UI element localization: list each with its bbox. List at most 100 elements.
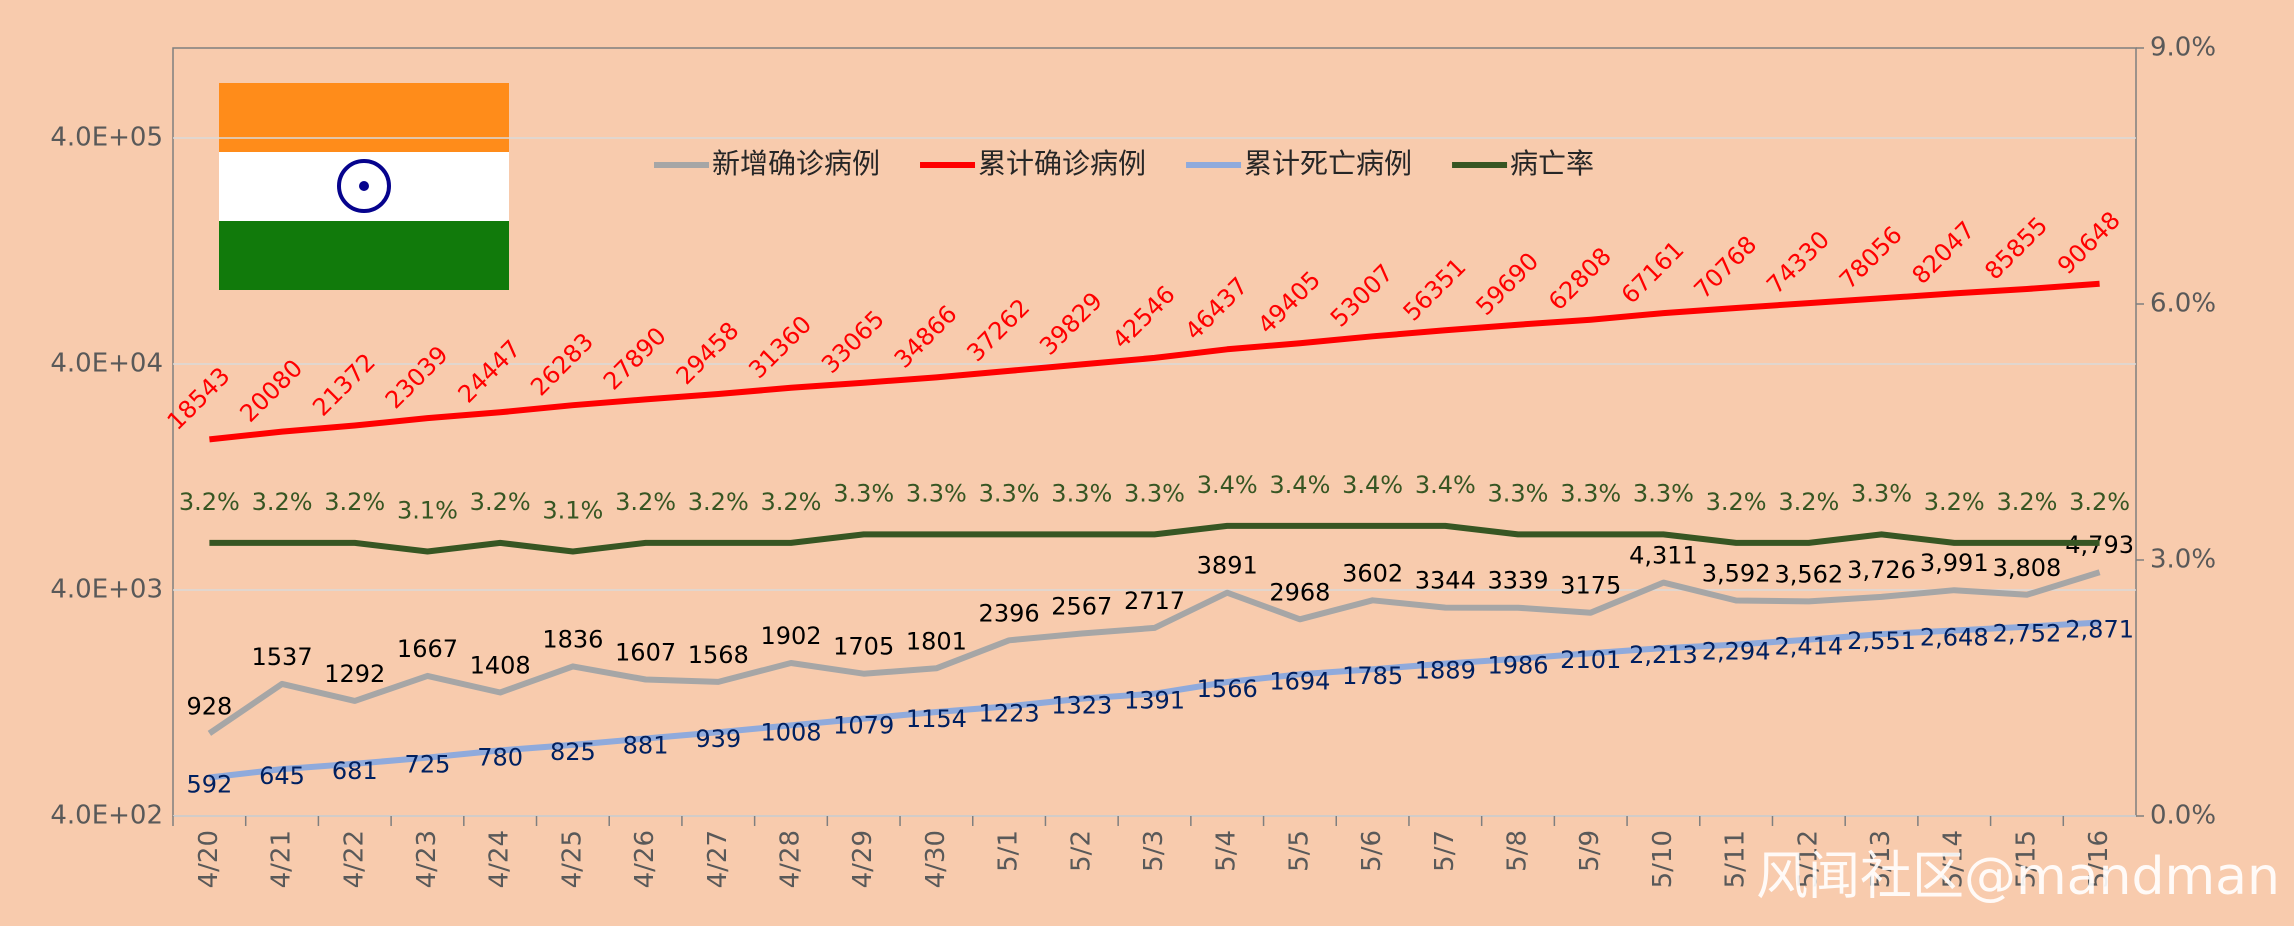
data-label: 1008 (760, 718, 821, 746)
data-label: 1667 (397, 635, 458, 663)
data-label: 3,808 (1993, 554, 2062, 582)
data-label: 3.2% (252, 488, 313, 516)
data-label: 3.3% (1633, 479, 1694, 507)
data-label: 3.1% (397, 496, 458, 524)
data-label: 3.2% (1706, 488, 1767, 516)
x-tick-label: 4/21 (267, 830, 297, 888)
data-label: 3175 (1560, 572, 1621, 600)
data-label: 3.2% (324, 488, 385, 516)
data-label: 2,414 (1774, 633, 1843, 661)
data-label: 3.3% (1051, 479, 1112, 507)
data-label: 2717 (1124, 587, 1185, 615)
data-label: 1801 (906, 627, 967, 655)
data-label: 1785 (1342, 662, 1403, 690)
x-tick-label: 5/13 (1866, 830, 1896, 888)
data-label: 1223 (979, 699, 1040, 727)
x-tick-label: 5/2 (1066, 830, 1096, 872)
data-label: 1694 (1269, 667, 1330, 695)
x-tick-label: 4/28 (775, 830, 805, 888)
y2-tick-label: 6.0% (2150, 289, 2216, 319)
x-tick-label: 5/16 (2084, 830, 2114, 888)
x-tick-label: 4/26 (630, 830, 660, 888)
data-label: 2101 (1560, 646, 1621, 674)
legend-label: 病亡率 (1510, 147, 1594, 180)
data-label: 3,562 (1774, 560, 1843, 588)
data-label: 3.2% (1924, 488, 1985, 516)
x-tick-label: 5/5 (1284, 830, 1314, 872)
data-label: 1566 (1197, 675, 1258, 703)
series-line (209, 522, 2100, 555)
data-label: 2968 (1269, 578, 1330, 606)
data-label: 3.3% (833, 479, 894, 507)
india-flag (219, 83, 509, 290)
x-tick-label: 5/1 (994, 830, 1024, 872)
data-label: 3.2% (688, 488, 749, 516)
data-label: 825 (550, 738, 596, 766)
data-label: 3.3% (1560, 479, 1621, 507)
y-tick-label: 4.0E+03 (50, 574, 163, 604)
data-label: 3.2% (2069, 488, 2130, 516)
x-tick-label: 5/8 (1503, 830, 1533, 872)
x-tick-label: 5/9 (1575, 830, 1605, 872)
data-label: 1292 (324, 660, 385, 688)
data-label: 3339 (1487, 567, 1548, 595)
data-label: 2396 (979, 599, 1040, 627)
data-label: 1902 (760, 622, 821, 650)
x-tick-label: 5/4 (1212, 830, 1242, 872)
watermark: 风闻社区@mandman (1756, 847, 2280, 907)
x-tick-label: 4/25 (557, 830, 587, 888)
data-label: 1323 (1051, 692, 1112, 720)
data-label: 881 (623, 731, 669, 759)
x-tick-label: 4/23 (412, 830, 442, 888)
data-label: 1889 (1415, 657, 1476, 685)
x-tick-label: 5/11 (1721, 830, 1751, 888)
x-tick-label: 4/20 (194, 830, 224, 888)
series-line (207, 569, 2101, 736)
legend-label: 累计死亡病例 (1244, 147, 1412, 180)
x-tick-label: 4/29 (848, 830, 878, 888)
data-label: 1391 (1124, 687, 1185, 715)
data-label: 725 (405, 751, 451, 779)
data-label: 939 (695, 725, 741, 753)
data-label: 3891 (1197, 552, 1258, 580)
data-label: 1154 (906, 705, 967, 733)
x-tick-label: 5/15 (2011, 830, 2041, 888)
data-label: 3602 (1342, 559, 1403, 587)
series-line (209, 619, 2100, 781)
data-label: 3,726 (1847, 556, 1916, 584)
x-tick-label: 4/27 (703, 830, 733, 888)
data-label: 3.2% (179, 488, 240, 516)
y-tick-label: 4.0E+05 (50, 122, 163, 152)
data-label: 2,648 (1920, 623, 1989, 651)
x-tick-label: 5/14 (1939, 830, 1969, 888)
x-tick-label: 5/3 (1139, 830, 1169, 872)
x-tick-label: 5/10 (1648, 830, 1678, 888)
data-label: 3.4% (1197, 471, 1258, 499)
data-label: 2567 (1051, 593, 1112, 621)
flag-hub (359, 181, 369, 191)
data-label: 3344 (1415, 567, 1476, 595)
data-label: 1836 (542, 625, 603, 653)
flag-green (219, 221, 509, 290)
flag-wheel (337, 159, 391, 213)
data-label: 3.3% (1124, 479, 1185, 507)
x-tick-label: 5/6 (1357, 830, 1387, 872)
x-tick-label: 4/22 (339, 830, 369, 888)
data-label: 2,551 (1847, 627, 1916, 655)
y2-tick-label: 9.0% (2150, 33, 2216, 63)
data-label: 4,311 (1629, 542, 1698, 570)
y2-tick-label: 0.0% (2150, 801, 2216, 831)
data-label: 3.4% (1415, 471, 1476, 499)
data-label: 3.2% (1996, 488, 2057, 516)
data-label: 3,592 (1702, 560, 1771, 588)
x-tick-label: 4/24 (485, 830, 515, 888)
data-label: 645 (259, 762, 305, 790)
data-label: 928 (186, 692, 232, 720)
legend-label: 新增确诊病例 (712, 147, 880, 180)
data-label: 1607 (615, 638, 676, 666)
y-tick-label: 4.0E+04 (50, 348, 163, 378)
data-label: 1537 (252, 643, 313, 671)
series-line (209, 280, 2100, 443)
y-tick-label: 4.0E+02 (50, 801, 163, 831)
